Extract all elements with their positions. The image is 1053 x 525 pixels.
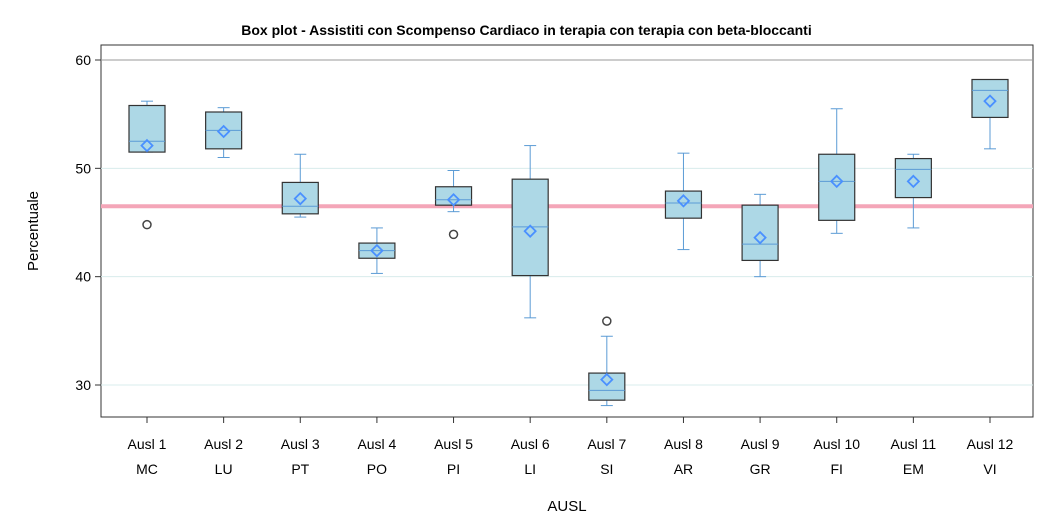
y-tick-label-40: 40 — [75, 269, 91, 285]
mean-marker — [906, 174, 921, 189]
x-tick-label-line1: Ausl 11 — [891, 436, 937, 452]
x-tick-label-line1: Ausl 8 — [664, 436, 703, 452]
box-group-4 — [358, 227, 396, 274]
box-group-11 — [894, 153, 932, 229]
x-tick-label-line1: Ausl 2 — [204, 436, 243, 452]
x-tick-label-line1: Ausl 12 — [967, 436, 1014, 452]
mean-marker — [829, 174, 844, 189]
x-tick-label-line2: EM — [903, 461, 924, 477]
outlier-point — [142, 219, 152, 230]
iqr-box — [128, 104, 166, 153]
iqr-box — [281, 181, 319, 215]
iqr-box — [741, 204, 779, 262]
x-tick-label-line2: PT — [291, 461, 309, 477]
box-group-5 — [434, 170, 473, 240]
x-tick-label-line1: Ausl 10 — [813, 436, 860, 452]
mean-marker — [370, 243, 384, 258]
outlier-point — [448, 229, 459, 240]
mean-marker — [523, 224, 537, 238]
x-tick-label-line1: Ausl 6 — [511, 436, 550, 452]
x-tick-label-line2: LU — [215, 461, 233, 477]
box-group-8 — [664, 152, 703, 251]
mean-marker — [293, 191, 308, 206]
y-tick-label-30: 30 — [75, 377, 91, 393]
x-axis-title: AUSL — [547, 498, 586, 515]
y-axis: 30 40 50 60 — [75, 52, 101, 393]
box-group-7 — [588, 316, 626, 407]
y-tick-label-60: 60 — [75, 52, 91, 68]
x-tick-label-line2: LI — [524, 461, 536, 477]
x-tick-label-line1: Ausl 4 — [357, 436, 396, 452]
grid-layer — [101, 59, 1033, 386]
x-tick-label-line2: MC — [136, 461, 158, 477]
iqr-box — [588, 372, 626, 401]
x-tick-label-line1: Ausl 7 — [587, 436, 626, 452]
x-tick-label-line2: AR — [674, 461, 693, 477]
x-tick-label-line1: Ausl 5 — [434, 436, 473, 452]
mean-marker — [600, 372, 614, 387]
box-group-2 — [205, 107, 243, 158]
box-group-12 — [971, 78, 1009, 150]
iqr-box — [434, 186, 473, 206]
x-tick-label-line1: Ausl 3 — [281, 436, 320, 452]
y-axis-title: Percentuale — [25, 191, 42, 271]
iqr-box — [971, 78, 1009, 119]
x-tick-label-line2: PI — [447, 461, 460, 477]
box-group-3 — [281, 153, 319, 218]
chart-title: Box plot - Assistiti con Scompenso Cardi… — [241, 22, 812, 38]
box-group-6 — [511, 145, 549, 319]
boxes-layer — [128, 78, 1009, 407]
mean-marker — [983, 94, 997, 108]
iqr-box — [894, 157, 932, 199]
mean-marker — [753, 230, 767, 245]
x-tick-label-line2: GR — [750, 461, 771, 477]
mean-marker — [676, 194, 691, 208]
x-tick-label-line2: SI — [600, 461, 613, 477]
mean-marker — [446, 192, 461, 207]
iqr-box — [511, 178, 549, 277]
y-tick-label-50: 50 — [75, 160, 91, 176]
x-axis: Ausl 1 MC Ausl 2 LU Ausl 3 PT Ausl 4 PO Ausl 5 PI… — [128, 417, 1014, 477]
box-group-10 — [818, 108, 856, 234]
x-tick-label-line2: FI — [831, 461, 843, 477]
x-tick-label-line2: VI — [983, 461, 996, 477]
mean-marker — [140, 138, 154, 153]
plot-area — [100, 44, 1034, 418]
box-group-9 — [741, 193, 779, 278]
x-tick-label-line1: Ausl 1 — [128, 436, 167, 452]
mean-marker — [216, 124, 231, 139]
box-group-1 — [128, 100, 166, 230]
outlier-point — [602, 316, 612, 326]
x-tick-label-line2: PO — [367, 461, 387, 477]
x-tick-label-line1: Ausl 9 — [741, 436, 780, 452]
